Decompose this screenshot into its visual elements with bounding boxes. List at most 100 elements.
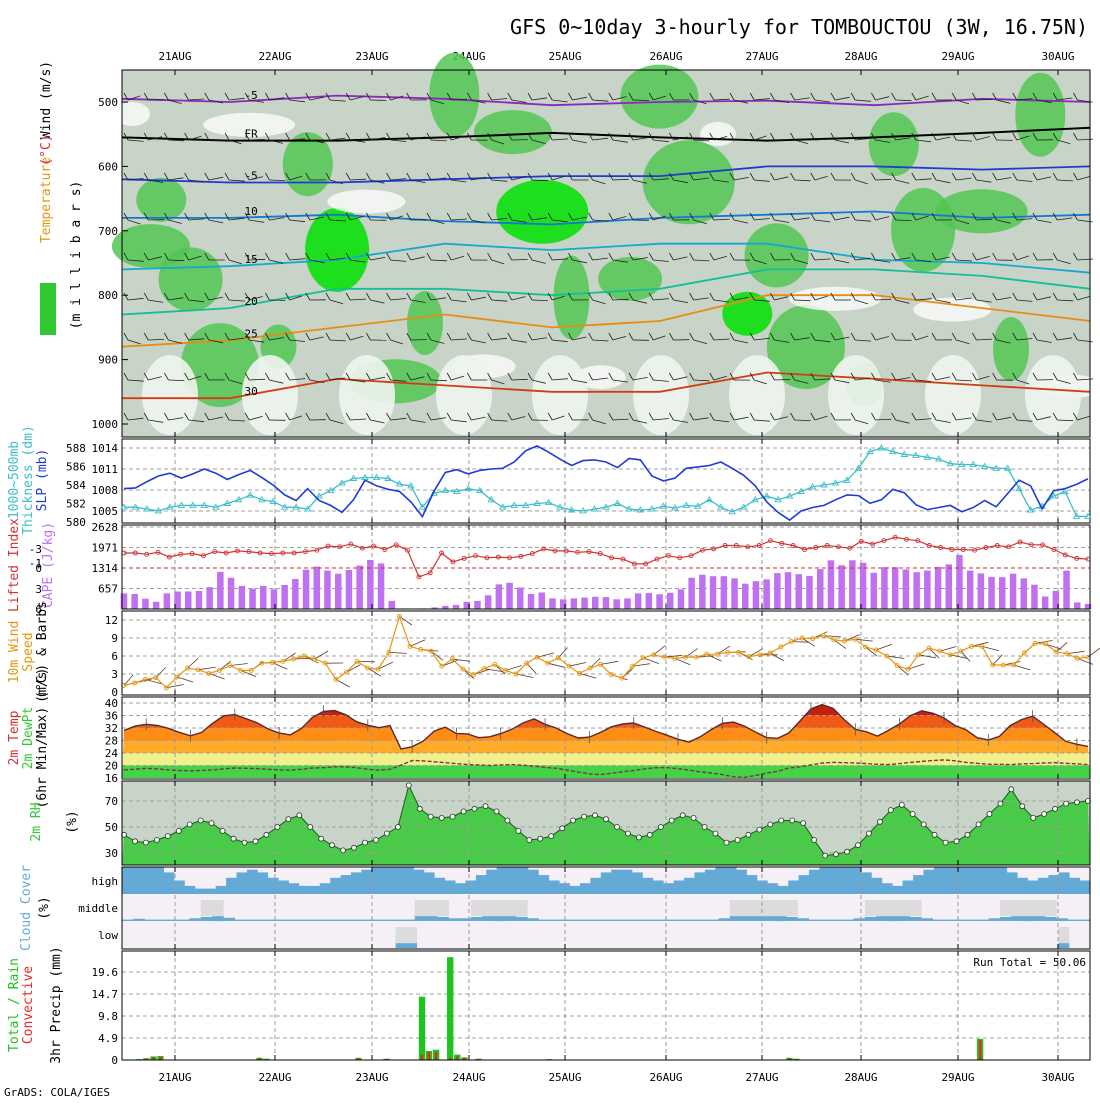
cloud-bar	[299, 886, 310, 894]
cloud-bar	[528, 870, 539, 894]
cloud-bar	[549, 881, 560, 895]
cape-bar	[999, 577, 1006, 609]
rh-point	[275, 825, 280, 830]
bottom-date-label: 22AUG	[258, 1071, 291, 1084]
rh-point	[845, 849, 850, 854]
wind-barb-10m	[940, 647, 957, 652]
cape-bar	[603, 597, 610, 609]
cloud-gap	[471, 900, 483, 916]
cloud-bar	[164, 872, 175, 894]
cape-bar	[164, 593, 171, 609]
rh-point	[352, 845, 357, 850]
cape-bar	[796, 574, 803, 609]
rh-patch	[429, 53, 479, 137]
cape-bar	[346, 570, 353, 609]
rh-point	[954, 839, 959, 844]
cape-bar	[196, 591, 203, 609]
rh-point	[439, 815, 444, 820]
cape-bar	[206, 587, 213, 609]
rh-point	[286, 817, 291, 822]
cape-bar	[496, 584, 503, 609]
cape-bar	[485, 595, 492, 609]
cloud-bar	[840, 867, 851, 894]
rh-patch	[283, 132, 333, 196]
lifted-index-line	[124, 537, 1088, 577]
isotherm-label: 20	[245, 295, 258, 308]
wind-barb-10m	[505, 666, 521, 671]
rh-point	[341, 848, 346, 853]
cloud-bar	[606, 920, 618, 921]
rh-patch	[789, 287, 881, 311]
cloud-bar	[1007, 872, 1018, 894]
wind-barb-10m	[1077, 658, 1093, 664]
precip-total-bar	[419, 997, 425, 1060]
cape-bar	[528, 594, 535, 609]
rh-point	[242, 840, 247, 845]
cloud-bar	[561, 920, 573, 921]
rh-point	[571, 818, 576, 823]
cape-bar	[378, 563, 385, 609]
cloud-bar	[382, 867, 393, 894]
cape-bar	[217, 572, 224, 609]
temp-label-dewpt: 2m DewPt	[21, 707, 36, 770]
wind-barb-10m	[643, 658, 659, 664]
cloud-bar	[797, 918, 809, 921]
bottom-date-label: 21AUG	[158, 1071, 191, 1084]
cloud-gap	[1045, 900, 1057, 916]
rh-point	[330, 843, 335, 848]
cloud-gap	[1023, 900, 1035, 916]
bottom-date-label: 23AUG	[355, 1071, 388, 1084]
wind-barb-10m	[1014, 665, 1031, 670]
cloud-bar	[719, 918, 731, 921]
top-date-label: 28AUG	[844, 50, 877, 63]
cape-bar	[1074, 602, 1081, 609]
cloud-bar	[778, 886, 789, 894]
thickness-tick-label: 588	[66, 442, 86, 455]
cloud-bar	[736, 870, 747, 894]
cloud-gap	[899, 900, 911, 916]
temp-tick-label: 16	[105, 772, 118, 785]
rh-point	[910, 812, 915, 817]
cloud-bar	[715, 867, 726, 894]
cloud-bar	[278, 881, 289, 895]
rh-point	[209, 821, 214, 826]
temp-band	[122, 741, 1090, 754]
cape-bar	[978, 573, 985, 609]
rh-point	[363, 840, 368, 845]
cloud-bar	[1028, 881, 1039, 895]
cloud-bar	[448, 918, 460, 921]
y-tick-label: 600	[98, 160, 118, 173]
slp-label-slp: SLP (mb)	[35, 449, 50, 512]
precip-label-total: Total / Rain	[7, 958, 22, 1052]
cloud-bar	[361, 870, 372, 894]
cloud-bar	[572, 920, 584, 921]
wind-barb-10m	[1046, 644, 1062, 649]
cloud-bar	[977, 920, 989, 921]
cloud-label-unit: (%)	[37, 896, 52, 919]
cape-bar	[581, 598, 588, 610]
thickness-tick-label: 582	[66, 498, 86, 511]
cape-bar	[624, 598, 631, 609]
rh-point	[1075, 800, 1080, 805]
rh-point	[636, 835, 641, 840]
cape-bar	[935, 567, 942, 609]
temp-label-minmax: (6hr Min/Max) (°C)	[35, 668, 50, 809]
rh-point	[834, 852, 839, 857]
cape-bar	[678, 589, 685, 609]
rh-point	[297, 813, 302, 818]
dry-layer-patch	[1025, 355, 1081, 435]
y-tick-label: 500	[98, 96, 118, 109]
rh-point	[1009, 787, 1014, 792]
cloud-bar	[707, 920, 719, 921]
upper-label-rh: RH (%)	[39, 287, 54, 334]
slp-tick-label: 1014	[92, 442, 119, 455]
cloud-bar	[986, 867, 997, 894]
rh-point	[187, 822, 192, 827]
rh-point	[713, 831, 718, 836]
cloud-bar	[696, 920, 708, 921]
cloud-bar	[466, 881, 477, 895]
cape-bar	[367, 560, 374, 609]
top-date-label: 21AUG	[158, 50, 191, 63]
